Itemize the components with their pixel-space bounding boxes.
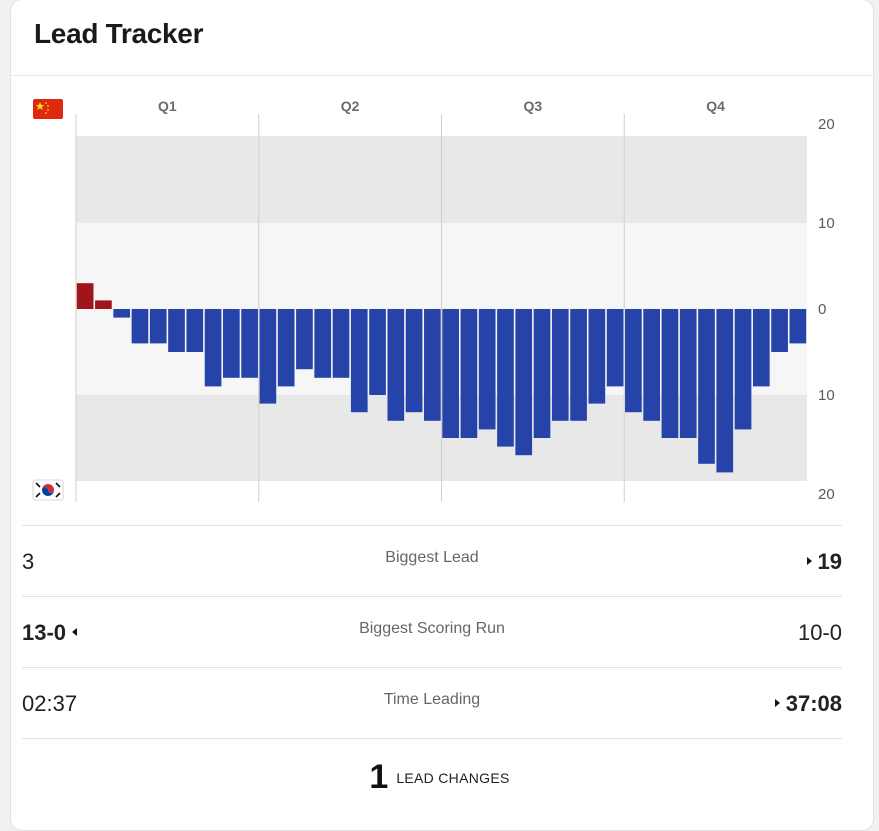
stats-divider	[22, 667, 842, 668]
quarter-label: Q4	[706, 98, 725, 114]
leader-triangle-icon	[774, 699, 780, 708]
stat-row-biggest-run: 13-0 Biggest Scoring Run 10-0	[22, 597, 842, 668]
lead-bar	[95, 300, 112, 309]
stat-row-biggest-lead: 3 Biggest Lead 19	[22, 526, 842, 597]
leader-triangle-icon	[72, 628, 78, 637]
lead-bar	[460, 309, 478, 438]
lead-bar	[698, 309, 715, 464]
biggest-lead-label: Biggest Lead	[385, 549, 479, 566]
lead-bar	[350, 309, 368, 413]
stats-divider	[22, 596, 842, 597]
biggest-run-china: 13-0	[22, 620, 67, 645]
lead-bar	[789, 309, 807, 344]
y-tick-label: 0	[818, 301, 826, 318]
lead-bar	[643, 309, 660, 421]
stats-divider	[22, 525, 842, 526]
lead-bar	[424, 309, 441, 421]
lead-bar	[442, 309, 459, 438]
lead-bar	[606, 309, 624, 387]
lead-bar	[752, 309, 770, 387]
lead-bar	[369, 309, 386, 395]
lead-changes-label: LEAD CHANGES	[396, 769, 510, 786]
lead-bar	[149, 309, 167, 344]
quarter-label: Q3	[524, 98, 543, 114]
quarter-label: Q1	[158, 98, 177, 114]
lead-bar	[168, 309, 185, 352]
y-tick-label: 10	[818, 387, 835, 404]
time-leading-label: Time Leading	[383, 691, 481, 708]
biggest-lead-china: 3	[22, 549, 35, 574]
quarter-label: Q2	[341, 98, 360, 114]
lead-bar	[679, 309, 697, 438]
time-leading-korea-wrap: 37:08	[774, 668, 842, 739]
biggest-lead-korea: 19	[817, 549, 842, 574]
lead-bar	[625, 309, 642, 413]
lead-bar	[113, 309, 131, 318]
lead-bar	[296, 309, 313, 370]
y-tick-label: 20	[818, 116, 835, 133]
lead-bar	[131, 309, 149, 344]
lead-bar	[314, 309, 332, 378]
biggest-run-label: Biggest Scoring Run	[359, 620, 505, 637]
lead-bar	[204, 309, 222, 387]
lead-bar	[241, 309, 258, 378]
lead-bar	[259, 309, 277, 404]
lead-bar	[551, 309, 569, 421]
biggest-run-china-wrap: 13-0	[22, 597, 78, 668]
lead-bar	[76, 283, 94, 309]
lead-changes-count: 1	[369, 758, 389, 796]
biggest-run-korea: 10-0	[797, 620, 842, 645]
lead-bar	[716, 309, 734, 473]
time-leading-china: 02:37	[22, 691, 78, 716]
lead-bar	[497, 309, 514, 447]
y-tick-label: 10	[818, 215, 835, 232]
lead-bar	[277, 309, 295, 387]
lead-bar	[332, 309, 350, 378]
stats-divider	[22, 738, 842, 739]
card-title: Lead Tracker	[34, 18, 204, 49]
lead-bar	[186, 309, 204, 352]
china-flag-icon	[33, 99, 63, 119]
time-leading-korea: 37:08	[785, 691, 842, 716]
lead-bar	[661, 309, 679, 438]
lead-bar	[533, 309, 551, 438]
lead-bar	[387, 309, 405, 421]
y-tick-label: 20	[818, 486, 835, 503]
lead-bar	[771, 309, 788, 352]
south-korea-flag-icon	[32, 479, 64, 501]
stat-row-time-leading: 02:37 Time Leading 37:08	[22, 668, 842, 739]
lead-bar	[223, 309, 240, 378]
biggest-lead-korea-wrap: 19	[806, 526, 842, 597]
lead-bar	[734, 309, 752, 430]
lead-bar	[570, 309, 587, 421]
lead-changes: 1 LEAD CHANGES	[0, 758, 879, 797]
leader-triangle-icon	[806, 557, 812, 566]
lead-bar	[478, 309, 496, 430]
title-divider	[11, 75, 873, 76]
lead-bar	[515, 309, 533, 456]
lead-bar	[588, 309, 606, 404]
lead-bar	[405, 309, 423, 413]
lead-tracker-chart: Q1 Q2 Q3 Q4 20 10 0 10 20	[32, 98, 835, 503]
